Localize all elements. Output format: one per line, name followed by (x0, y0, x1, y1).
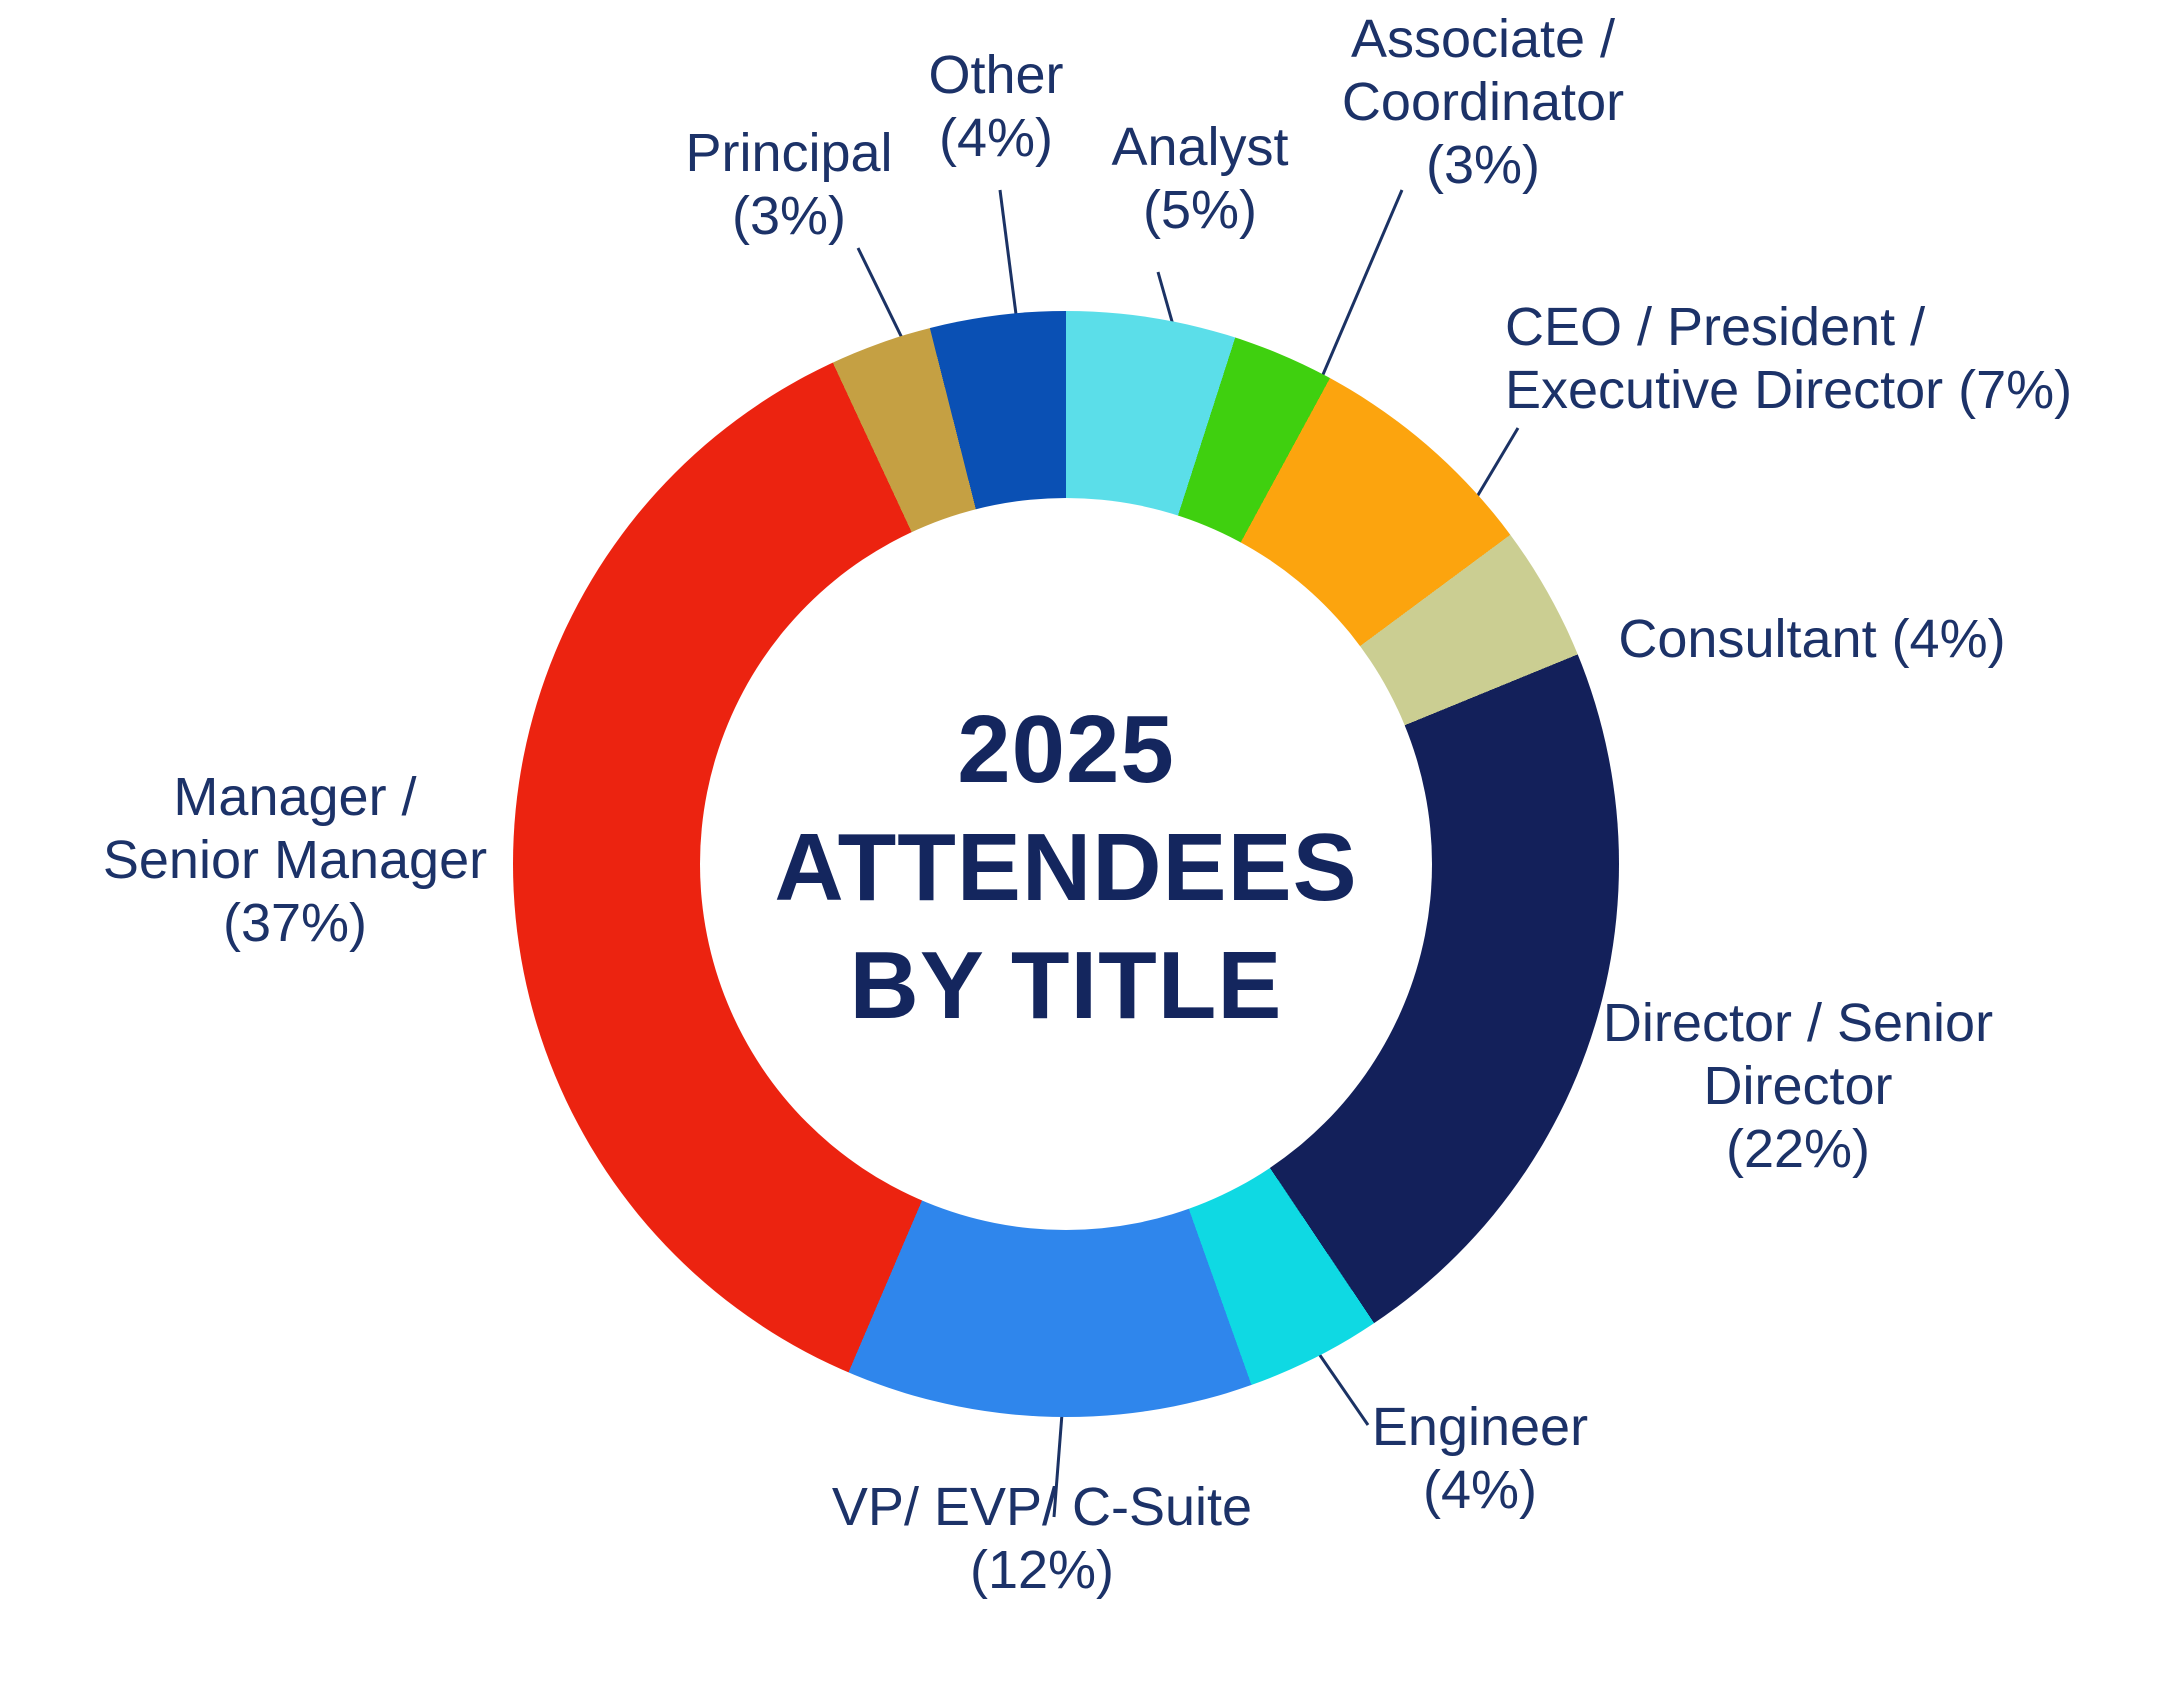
callout-line: Executive Director (7%) (1505, 360, 2073, 420)
callout-analyst: Analyst (5%) (1111, 116, 1288, 242)
callout-other: Other (4%) (928, 44, 1063, 170)
callout-line: (22%) (1725, 1119, 1871, 1179)
callout-director-senior-director: Director / Senior Director (22%) (1603, 992, 1993, 1181)
chart-title-line: 2025 (957, 696, 1175, 803)
callout-line: Other (928, 45, 1064, 105)
leader-line-other (998, 189, 1019, 323)
callout-line: VP/ EVP/ C-Suite (831, 1477, 1253, 1537)
callout-consultant: Consultant (4%) (1618, 608, 2005, 671)
callout-line: Consultant (4%) (1618, 609, 2006, 669)
callout-line: (37%) (222, 893, 368, 953)
donut-hole (700, 498, 1432, 1230)
callout-manager-senior-manager: Manager / Senior Manager (37%) (103, 766, 487, 955)
callout-line: Senior Manager (102, 830, 488, 890)
chart-title-line: ATTENDEES (774, 814, 1358, 921)
callout-line: CEO / President / (1505, 297, 1926, 357)
chart-title-line: BY TITLE (849, 932, 1283, 1039)
callout-principal: Principal (3%) (685, 122, 892, 248)
callout-engineer: Engineer (4%) (1372, 1396, 1588, 1522)
callout-line: Director (1703, 1056, 1893, 1116)
callout-line: Principal (685, 123, 893, 183)
callout-line: (12%) (969, 1540, 1115, 1600)
callout-line: Associate / (1350, 9, 1616, 69)
callout-line: (4%) (938, 108, 1053, 168)
callout-line: Manager / (173, 767, 417, 827)
callout-line: Coordinator (1341, 72, 1625, 132)
callout-line: (5%) (1142, 180, 1257, 240)
chart-title: 2025 ATTENDEES BY TITLE (774, 691, 1357, 1045)
callout-line: (4%) (1422, 1460, 1538, 1520)
callout-line: Analyst (1111, 117, 1289, 177)
callout-ceo-president-executive-director: CEO / President / Executive Director (7%) (1505, 296, 2072, 422)
leader-line-principal (856, 247, 904, 339)
callout-line: (3%) (731, 186, 846, 246)
callout-line: Engineer (1371, 1397, 1589, 1457)
callout-associate-coordinator: Associate / Coordinator (3%) (1342, 8, 1624, 197)
callout-line: (3%) (1425, 135, 1540, 195)
callout-line: Director / Senior (1602, 993, 1994, 1053)
callout-vp-evp-c-suite: VP/ EVP/ C-Suite (12%) (832, 1476, 1252, 1602)
